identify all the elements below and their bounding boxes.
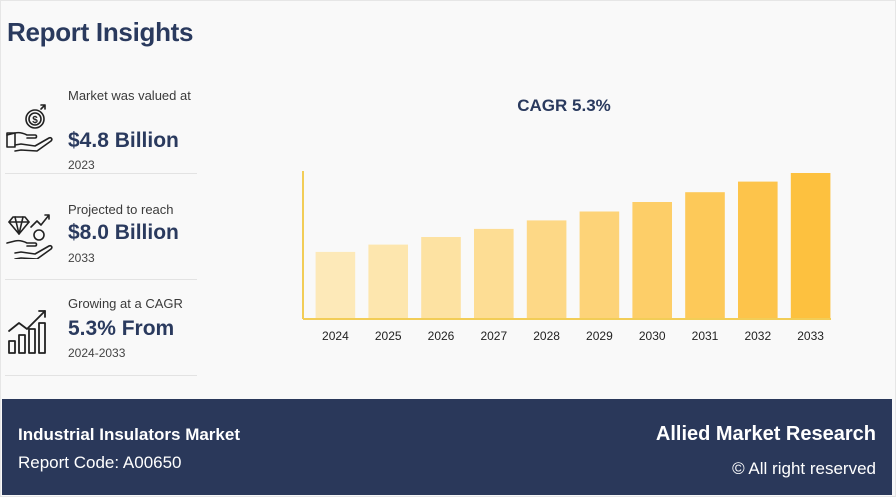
stat-value: $4.8 Billion xyxy=(68,129,179,152)
x-tick-label: 2033 xyxy=(797,329,824,343)
page-title: Report Insights xyxy=(7,17,194,47)
x-tick-label: 2026 xyxy=(428,329,455,343)
stat-label: Growing at a CAGR xyxy=(68,296,183,311)
x-tick-label: 2029 xyxy=(586,329,613,343)
x-tick-label: 2027 xyxy=(480,329,507,343)
bar-2026 xyxy=(421,237,461,319)
bar-2028 xyxy=(526,220,567,319)
stat-projected-value: Projected to reach $8.0 Billion 2033 xyxy=(5,187,197,280)
bar-2033 xyxy=(790,173,831,319)
report-code: Report Code: A00650 xyxy=(18,453,182,472)
x-tick-label: 2032 xyxy=(744,329,771,343)
bar-2029 xyxy=(579,211,620,319)
stat-year: 2024-2033 xyxy=(68,346,126,360)
bar-2032 xyxy=(738,181,778,319)
x-tick-label: 2028 xyxy=(533,329,560,343)
stat-value: $8.0 Billion xyxy=(68,221,179,244)
stat-value: 5.3% From xyxy=(68,317,175,340)
stat-label: Market was valued at xyxy=(68,88,191,103)
brand-name: Allied Market Research xyxy=(655,423,876,445)
bar-2024 xyxy=(315,251,356,319)
bar-2027 xyxy=(474,228,514,319)
footer-bar: Industrial Insulators Market Report Code… xyxy=(2,399,892,495)
money-hand-icon: $ xyxy=(6,104,53,152)
stat-year: 2023 xyxy=(68,158,95,172)
x-tick-label: 2031 xyxy=(692,329,719,343)
bar-2031 xyxy=(685,192,725,319)
cagr-bar-chart: CAGR 5.3% 2024 2025 2026 2027 2028 2029 2030 20… xyxy=(302,96,831,343)
x-tick-label: 2024 xyxy=(322,329,349,343)
bar-growth-icon xyxy=(8,310,46,354)
diamond-growth-icon xyxy=(6,214,53,259)
stat-market-value: $ Market was valued at $4.8 Billion 2023 xyxy=(5,81,197,174)
stat-cagr: Growing at a CAGR 5.3% From 2024-2033 xyxy=(5,283,197,376)
bar-2025 xyxy=(368,244,408,319)
stat-year: 2033 xyxy=(68,251,95,265)
svg-text:$: $ xyxy=(32,115,38,126)
stat-label: Projected to reach xyxy=(68,202,174,217)
chart-title: CAGR 5.3% xyxy=(517,96,611,115)
x-tick-label: 2025 xyxy=(375,329,402,343)
copyright-text: © All right reserved xyxy=(732,459,876,478)
report-name: Industrial Insulators Market xyxy=(18,425,240,444)
bar-2030 xyxy=(632,202,672,319)
x-tick-label: 2030 xyxy=(639,329,666,343)
